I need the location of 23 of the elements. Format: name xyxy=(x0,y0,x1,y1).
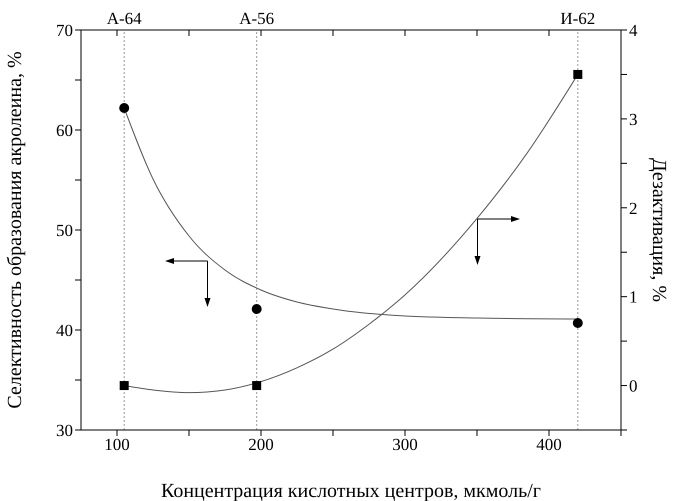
y-tick-label: 30 xyxy=(56,421,73,440)
y-tick-label: 50 xyxy=(56,221,73,240)
x-axis-title: Концентрация кислотных центров, мкмоль/г xyxy=(160,480,542,501)
ref-line-label: А-64 xyxy=(106,9,142,28)
y2-tick-label: 1 xyxy=(629,288,638,307)
y-axis-title: Селективность образования акролеина, % xyxy=(4,51,26,409)
y-tick-label: 40 xyxy=(56,321,73,340)
ref-line-label: А-56 xyxy=(239,9,274,28)
point xyxy=(119,103,130,113)
y2-tick-label: 2 xyxy=(629,198,638,218)
x-tick-label: 200 xyxy=(248,435,274,454)
point xyxy=(252,304,262,314)
y2-tick-label: 4 xyxy=(629,21,638,40)
y2-tick-label: 0 xyxy=(629,376,638,396)
y-tick-label: 70 xyxy=(56,21,73,40)
y2-tick-label: 3 xyxy=(629,110,638,129)
point xyxy=(572,318,583,328)
y2-axis-title: Дезактивация, % xyxy=(648,158,670,302)
x-tick-label: 400 xyxy=(536,435,562,454)
ref-line-label: И-62 xyxy=(560,9,596,28)
y-tick-label: 60 xyxy=(56,121,73,140)
x-tick-label: 100 xyxy=(104,435,130,454)
x-tick-label: 300 xyxy=(392,435,418,454)
